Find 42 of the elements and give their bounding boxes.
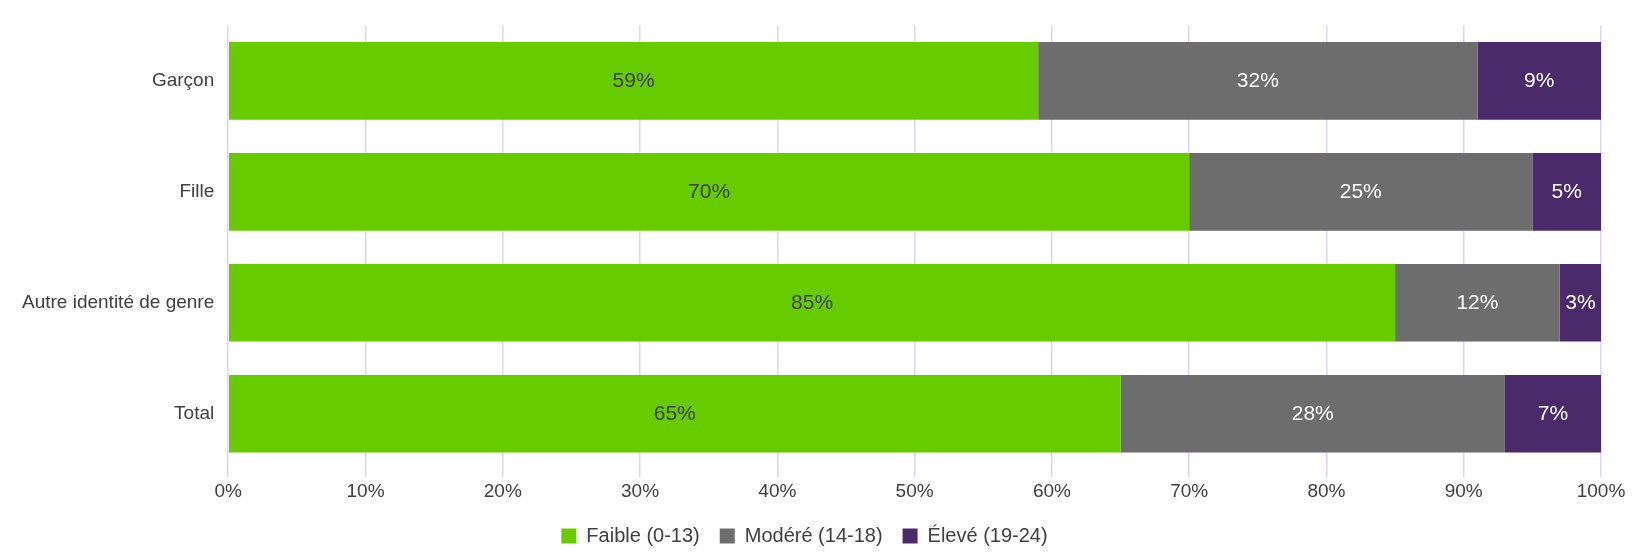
data-label: 3%: [1565, 289, 1596, 313]
data-label: 9%: [1524, 67, 1555, 91]
x-tick-label: 20%: [483, 479, 522, 501]
x-tick-label: 90%: [1444, 479, 1483, 501]
y-tick-label: Total: [174, 401, 215, 423]
data-label: 70%: [688, 178, 731, 202]
bar: [1038, 42, 1478, 120]
x-tick-label: 0%: [214, 479, 243, 501]
x-tick-label: 100%: [1576, 479, 1626, 501]
data-label: 5%: [1551, 178, 1582, 202]
data-label: 59%: [612, 67, 655, 91]
bar: [1477, 42, 1601, 120]
bar: [1532, 152, 1601, 231]
bar: [229, 374, 1121, 453]
x-tick-label: 30%: [621, 479, 660, 501]
data-label: 85%: [791, 289, 834, 313]
bar: [229, 263, 1396, 342]
x-tick-label: 50%: [895, 479, 934, 501]
x-tick-label: 80%: [1307, 479, 1346, 501]
y-tick-label: Fille: [179, 180, 215, 202]
legend-label: Faible (0-13): [586, 523, 700, 546]
bar: [1559, 263, 1601, 342]
data-label: 12%: [1456, 289, 1499, 313]
x-tick-label: 60%: [1032, 479, 1072, 501]
bar: [1120, 374, 1505, 453]
x-tick-label: 10%: [346, 479, 385, 501]
x-tick-label: 70%: [1170, 479, 1209, 501]
y-tick-label: Garçon: [151, 69, 215, 91]
bar: [1395, 263, 1560, 342]
data-label: 25%: [1339, 178, 1382, 202]
data-label: 65%: [653, 400, 696, 424]
bar: [229, 42, 1039, 120]
data-label: 28%: [1291, 400, 1334, 424]
bar: [1189, 152, 1533, 231]
bar: [1504, 374, 1601, 453]
x-tick-label: 40%: [758, 479, 797, 501]
legend-label: Modéré (14-18): [744, 523, 883, 546]
data-label: 7%: [1537, 400, 1569, 424]
bar: [229, 152, 1190, 231]
y-tick-label: Autre identité de genre: [22, 291, 215, 313]
data-label: 32%: [1236, 67, 1279, 91]
legend-label: Élevé (19-24): [927, 523, 1048, 546]
